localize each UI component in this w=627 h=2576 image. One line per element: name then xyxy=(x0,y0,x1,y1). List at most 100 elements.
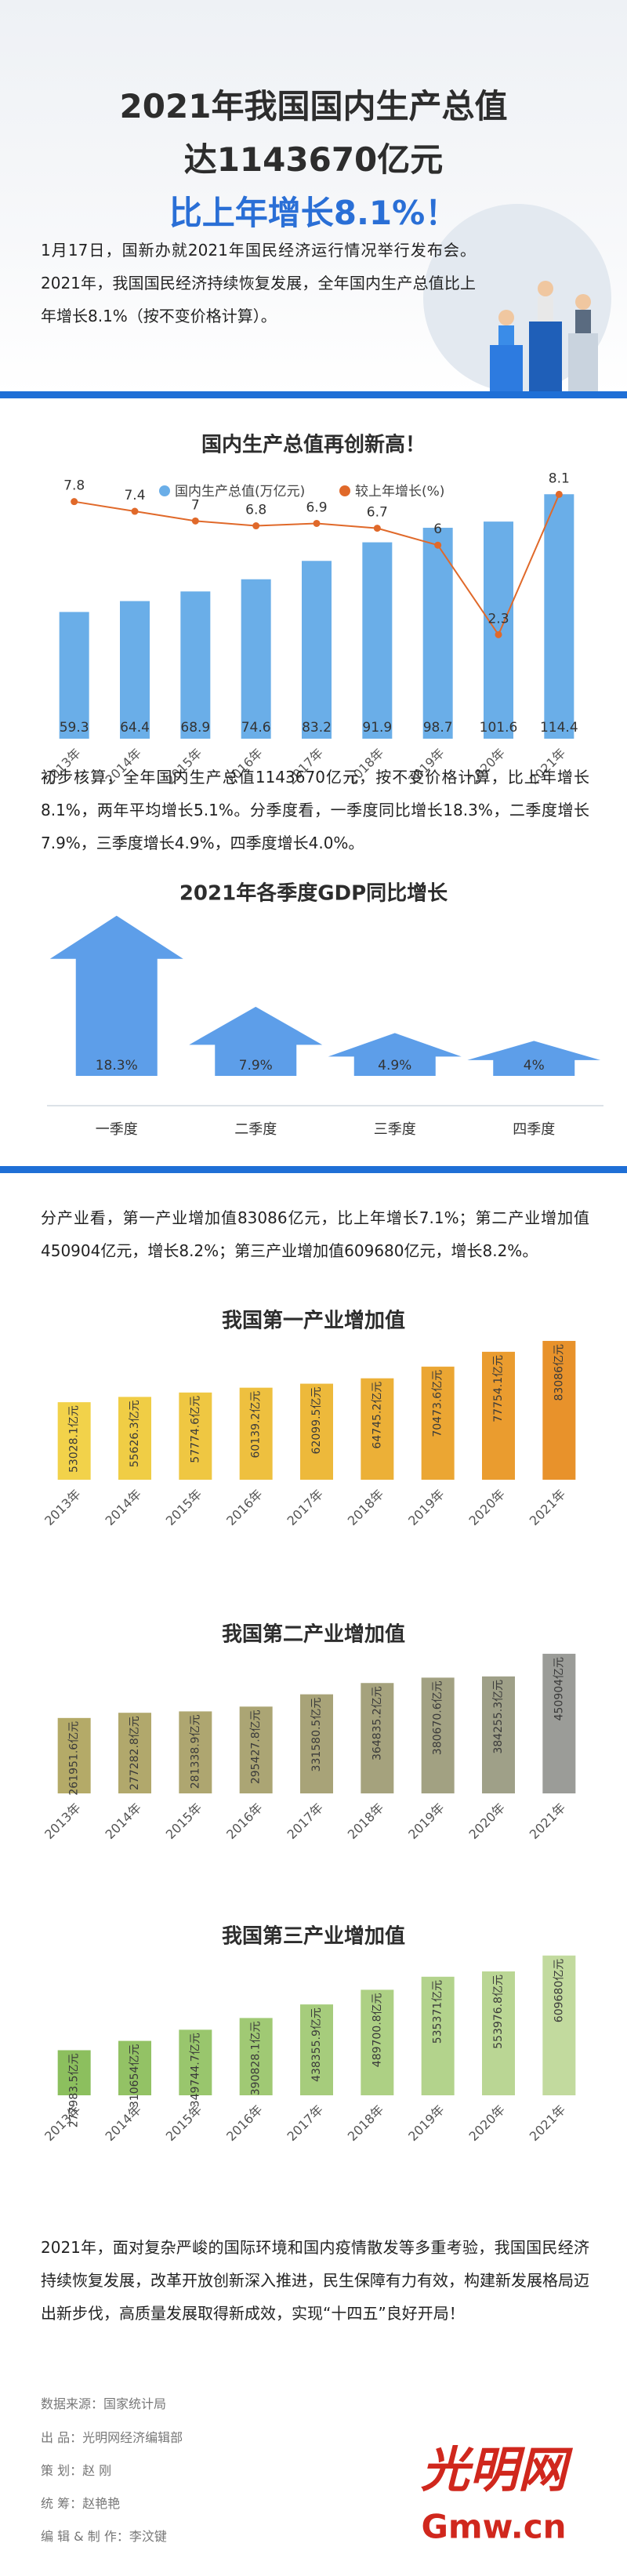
x-tick-label: 2019年 xyxy=(405,1800,448,1843)
x-tick-label: 2015年 xyxy=(163,2102,205,2145)
bar-value-label: 535371亿元 xyxy=(432,1980,444,2044)
bar xyxy=(300,2004,333,2095)
x-tick-label: 2020年 xyxy=(466,1800,508,1843)
bar-value-label: 390828.1亿元 xyxy=(250,2021,263,2095)
growth-value-label: 2.3 xyxy=(487,611,509,627)
growth-point xyxy=(252,522,260,530)
bar xyxy=(239,1706,273,1793)
bar-value-label: 57774.6亿元 xyxy=(189,1396,201,1463)
arrow-value-label: 7.9% xyxy=(239,1058,273,1074)
paragraph: 2021年，面对复杂严峻的国际环境和国内疫情散发等多重考验，我国国民经济持续恢复… xyxy=(41,2238,589,2323)
credit: 策 划：赵 刚 xyxy=(41,2463,112,2478)
bar xyxy=(57,1717,91,1793)
x-tick-label: 2013年 xyxy=(42,1487,84,1529)
x-tick-label: 2017年 xyxy=(284,1487,326,1529)
bar xyxy=(421,1677,455,1793)
bar-value-label: 364835.2亿元 xyxy=(371,1686,383,1760)
growth-point xyxy=(191,517,199,525)
x-tick-label: 2016年 xyxy=(223,1800,266,1843)
bar xyxy=(179,1392,212,1480)
bar xyxy=(302,561,332,739)
bar xyxy=(482,1351,515,1480)
bar-value-label: 60139.2亿元 xyxy=(250,1391,263,1459)
bar-value-label: 59.3 xyxy=(60,720,89,736)
bar-value-label: 98.7 xyxy=(423,720,453,736)
bar xyxy=(59,612,89,739)
chart-quarters: 2021年各季度GDP同比增长 18.3% 一季度 7.9% 二季度 4.9% 三季度 4% 四… xyxy=(47,881,603,1138)
x-tick-label: 2016年 xyxy=(223,1487,266,1529)
chart-gdp: 国内生产总值再创新高！国内生产总值(万亿元) 较上年增长(%)59.3 64.4 68… xyxy=(42,433,578,788)
x-tick-label: 2019年 xyxy=(405,2102,448,2145)
figure-head xyxy=(498,310,514,325)
growth-value-label: 6.8 xyxy=(245,503,266,518)
bar xyxy=(179,1711,212,1793)
bar-value-label: 295427.8亿元 xyxy=(250,1709,263,1784)
podium xyxy=(529,322,562,392)
bar xyxy=(361,1989,394,2095)
bar xyxy=(300,1694,333,1793)
bar xyxy=(120,601,150,739)
bar xyxy=(239,1387,273,1480)
figure-head xyxy=(538,281,553,296)
legend-label: 较上年增长(%) xyxy=(355,484,444,500)
chart-title: 我国第三产业增加值 xyxy=(222,1924,405,1949)
x-tick-label: 2017年 xyxy=(284,2102,326,2145)
bar-value-label: 349744.7亿元 xyxy=(189,2033,201,2107)
bar xyxy=(180,591,211,739)
x-tick-label: 2014年 xyxy=(102,1800,144,1843)
legend-label: 国内生产总值(万亿元) xyxy=(175,484,305,500)
title-line: 达1143670亿元 xyxy=(183,140,444,179)
x-tick-label: 2018年 xyxy=(345,1800,387,1843)
arrow-bar xyxy=(328,1033,462,1076)
figure-body xyxy=(538,296,553,322)
bar-value-label: 83.2 xyxy=(302,720,332,736)
legend-marker xyxy=(339,485,350,496)
x-tick-label: 2021年 xyxy=(527,2102,569,2145)
growth-point xyxy=(131,507,139,515)
figure-body xyxy=(498,325,514,345)
x-tick-label: 2015年 xyxy=(163,1800,205,1843)
paragraph: 分产业看，第一产业增加值83086亿元，比上年增长7.1%；第二产业增加值450… xyxy=(41,1208,589,1260)
bar-value-label: 609680亿元 xyxy=(553,1959,565,2022)
bar xyxy=(542,1340,576,1480)
bar xyxy=(542,1653,576,1793)
bar xyxy=(179,2029,212,2095)
bar-value-label: 281338.9亿元 xyxy=(189,1714,201,1789)
globe-decoration xyxy=(423,204,611,392)
bar-value-label: 310654亿元 xyxy=(129,2044,141,2108)
divider-band xyxy=(0,391,627,398)
bar-value-label: 277282.8亿元 xyxy=(129,1716,141,1790)
chart-tertiary: 我国第三产业增加值 277983.5亿元 310654亿元 349744.7亿元 390… xyxy=(42,1924,576,2145)
x-tick-label: 一季度 xyxy=(96,1121,138,1138)
arrow-value-label: 18.3% xyxy=(96,1058,138,1074)
chart-title: 2021年各季度GDP同比增长 xyxy=(179,881,448,906)
growth-point xyxy=(71,498,78,506)
x-tick-label: 2015年 xyxy=(163,1487,205,1529)
x-tick-label: 2016年 xyxy=(223,2102,266,2145)
x-tick-label: 2014年 xyxy=(102,2102,144,2145)
growth-value-label: 7.4 xyxy=(124,488,145,503)
x-tick-label: 2021年 xyxy=(527,1800,569,1843)
bar xyxy=(118,1713,151,1793)
bar xyxy=(542,1955,576,2095)
bar-value-label: 83086亿元 xyxy=(553,1344,565,1401)
growth-value-label: 6 xyxy=(433,521,442,537)
bar-value-label: 553976.8亿元 xyxy=(492,1975,505,2049)
credit: 编 辑 & 制 作：李汶键 xyxy=(41,2529,167,2544)
chart-title: 我国第二产业增加值 xyxy=(222,1622,405,1647)
paragraph: 初步核算，全年国内生产总值1143670亿元，按不变价格计算，比上年增长8.1%… xyxy=(41,768,589,852)
bar-value-label: 114.4 xyxy=(540,720,578,736)
growth-value-label: 7.8 xyxy=(63,478,85,494)
bar xyxy=(482,1676,515,1793)
chart-secondary: 我国第二产业增加值 261951.6亿元 277282.8亿元 281338.9亿元 2… xyxy=(42,1622,576,1843)
bar xyxy=(241,579,271,739)
intro-paragraph: 1月17日，国新办就2021年国民经济运行情况举行发布会。2021年，我国国民经… xyxy=(41,241,476,325)
credit: 统 筹：赵艳艳 xyxy=(41,2496,121,2511)
x-tick-label: 2013年 xyxy=(42,1800,84,1843)
logo: 光明网 Gmw.cn xyxy=(421,2441,574,2546)
bar xyxy=(361,1683,394,1793)
x-tick-label: 2020年 xyxy=(466,2102,508,2145)
bar-value-label: 277983.5亿元 xyxy=(68,2053,81,2127)
